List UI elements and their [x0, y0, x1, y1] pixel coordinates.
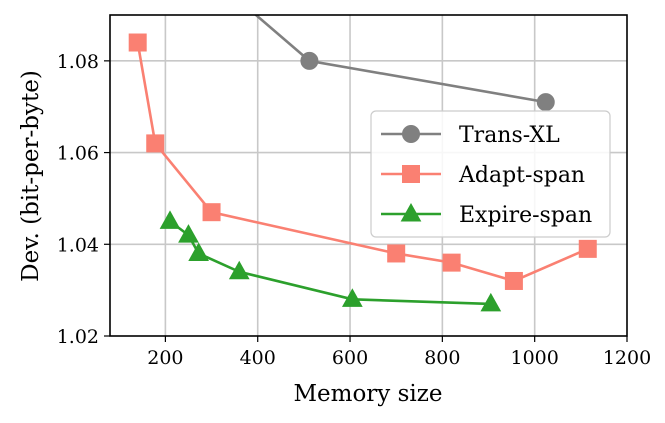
adapt-span-point: [202, 203, 221, 222]
legend-marker-expire-span: [400, 202, 422, 222]
expire-span-point: [480, 292, 502, 312]
adapt-span-point: [146, 134, 165, 153]
series-trans-xl: [226, 0, 555, 112]
adapt-span-point: [387, 244, 406, 263]
adapt-span-point: [128, 33, 147, 52]
x-tick-label: 1200: [603, 347, 651, 369]
legend-label-trans-xl: Trans-XL: [459, 123, 560, 148]
plot-frame: [109, 14, 628, 337]
y-tick-label: 1.06: [57, 143, 99, 165]
trans-xl-point: [226, 0, 243, 5]
y-axis-label: Dev. (bit-per-byte): [18, 70, 44, 282]
x-tick-label: 400: [240, 347, 276, 369]
series-adapt-span: [128, 33, 597, 290]
series-expire-span: [159, 210, 502, 312]
legend-box: [370, 110, 611, 238]
y-tick-label: 1.02: [57, 326, 99, 348]
x-tick-label: 800: [424, 347, 460, 369]
adapt-span-point: [578, 239, 597, 258]
expire-span-point: [159, 210, 181, 229]
y-tick-label: 1.08: [57, 51, 99, 73]
expire-span-point: [228, 260, 250, 280]
adapt-span-point: [442, 253, 461, 272]
adapt-span-point: [504, 271, 523, 290]
trans-xl-point: [300, 51, 319, 70]
x-axis-label: Memory size: [293, 381, 442, 407]
trans-xl-point: [536, 93, 555, 112]
legend: Trans-XL Adapt-span Expire-span: [370, 110, 611, 238]
legend-marker-trans-xl: [402, 125, 420, 143]
expire-span-point: [188, 242, 209, 261]
y-tick-label: 1.04: [57, 234, 99, 256]
legend-label-expire-span: Expire-span: [459, 203, 592, 228]
x-tick-label: 1000: [510, 347, 558, 369]
x-tick-label: 200: [147, 347, 183, 369]
expire-span-point: [341, 288, 363, 307]
expire-span-point: [178, 224, 199, 243]
legend-marker-adapt-span: [402, 165, 420, 183]
legend-label-adapt-span: Adapt-span: [458, 163, 585, 188]
axis-ticks: 200 400 600 800 1000 1200 1.02 1.04 1.06 1.08: [57, 51, 651, 369]
series-layer: [128, 0, 597, 312]
x-tick-label: 600: [332, 347, 368, 369]
